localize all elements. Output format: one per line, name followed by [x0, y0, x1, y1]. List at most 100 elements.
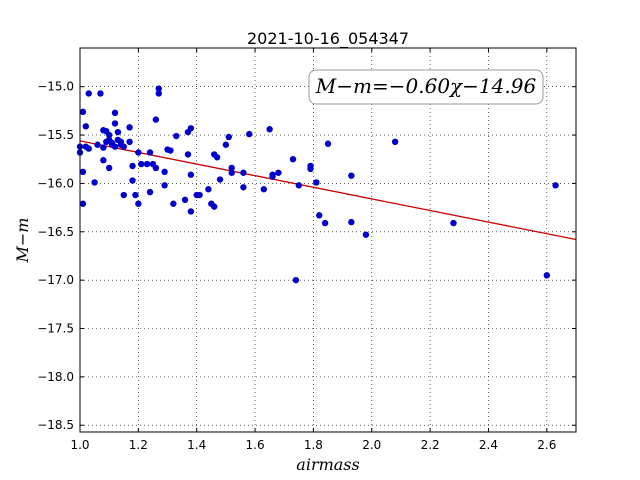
data-point	[91, 179, 98, 186]
data-point	[213, 154, 221, 161]
data-point	[126, 124, 133, 131]
data-point	[246, 130, 253, 138]
data-point	[111, 120, 119, 127]
y-axis-label: M−m	[13, 218, 32, 264]
data-point	[126, 138, 133, 146]
data-point	[155, 85, 162, 92]
data-point	[275, 169, 282, 176]
data-point	[120, 191, 127, 199]
data-point	[152, 164, 160, 172]
data-point	[155, 90, 162, 97]
data-point	[240, 184, 247, 191]
plot-frame	[79, 47, 577, 433]
grid-lines	[79, 48, 576, 432]
data-point	[228, 164, 235, 172]
data-point	[391, 138, 399, 146]
x-axis-label: airmass	[296, 455, 359, 474]
data-point	[100, 144, 107, 151]
data-point	[187, 208, 195, 215]
data-point	[135, 149, 142, 156]
data-point	[292, 276, 300, 284]
data-point	[170, 200, 177, 207]
x-tick-label: 1.8	[304, 438, 323, 452]
data-point	[129, 162, 136, 170]
data-point	[187, 125, 195, 132]
x-tick-label: 1.6	[246, 438, 265, 452]
data-point	[269, 173, 276, 180]
data-point	[152, 116, 160, 123]
data-point	[135, 200, 142, 207]
axis-ticks: 1.0 1.2 1.4 1.6 1.8 2.0 2.2 2.4 2.6 −15.0 −15.5 −16…	[37, 48, 576, 452]
y-tick-label: −17.0	[37, 273, 74, 287]
data-point	[216, 176, 224, 183]
fit-equation-label: M−m=−0.60χ−14.96	[315, 74, 537, 98]
data-point	[362, 231, 370, 238]
y-tick-label: −16.5	[37, 225, 74, 239]
data-point	[184, 151, 192, 158]
y-tick-label: −18.5	[37, 418, 74, 432]
data-point	[129, 177, 136, 184]
data-point	[114, 128, 122, 136]
data-points	[76, 85, 559, 284]
data-point	[266, 126, 273, 133]
data-point	[138, 160, 145, 168]
fit-line-group	[79, 140, 577, 241]
data-point	[187, 171, 195, 178]
data-point	[97, 90, 104, 97]
data-point	[94, 141, 101, 148]
x-tick-label: 1.2	[129, 438, 148, 452]
x-tick-label: 1.0	[70, 438, 89, 452]
data-point	[260, 186, 268, 193]
data-point	[111, 143, 119, 150]
data-point	[240, 169, 247, 176]
data-point	[146, 188, 154, 196]
data-point	[161, 168, 168, 176]
data-point	[173, 132, 180, 140]
x-tick-label: 1.4	[187, 438, 206, 452]
data-point	[132, 191, 139, 199]
data-point	[316, 212, 323, 219]
data-point	[79, 108, 87, 116]
data-point	[167, 147, 174, 154]
data-point	[313, 179, 320, 186]
data-point	[225, 133, 232, 141]
data-point	[105, 164, 113, 172]
x-tick-label: 2.6	[537, 438, 556, 452]
data-point	[85, 90, 92, 97]
y-tick-label: −15.5	[37, 128, 74, 142]
y-tick-label: −17.5	[37, 322, 74, 336]
data-point	[228, 169, 235, 176]
data-point	[111, 109, 119, 117]
fit-equation-box: M−m=−0.60χ−14.96	[308, 69, 544, 105]
data-point	[82, 123, 90, 130]
data-point	[181, 196, 189, 204]
data-point	[105, 131, 113, 139]
y-tick-label: −15.0	[37, 80, 74, 94]
data-point	[307, 165, 314, 173]
data-point	[161, 182, 168, 189]
data-point	[450, 219, 457, 227]
data-point	[222, 141, 230, 148]
data-point	[348, 218, 355, 226]
chart-title: 2021-10-16_054347	[247, 29, 409, 49]
data-point	[146, 149, 154, 156]
data-point	[79, 200, 87, 207]
data-point	[211, 203, 218, 210]
data-point	[85, 145, 92, 152]
x-tick-label: 2.2	[421, 438, 440, 452]
data-point	[196, 191, 203, 199]
x-tick-label: 2.0	[362, 438, 381, 452]
data-point	[552, 182, 559, 189]
data-point	[324, 140, 332, 147]
data-point	[100, 157, 107, 164]
data-point	[289, 156, 297, 163]
y-tick-label: −18.0	[37, 370, 74, 384]
data-point	[321, 219, 329, 227]
equation-box-frame	[308, 69, 544, 105]
data-point	[295, 182, 303, 189]
data-point	[205, 186, 212, 193]
y-tick-label: −16.0	[37, 176, 74, 190]
data-point	[143, 160, 151, 168]
fit-line	[79, 140, 577, 241]
